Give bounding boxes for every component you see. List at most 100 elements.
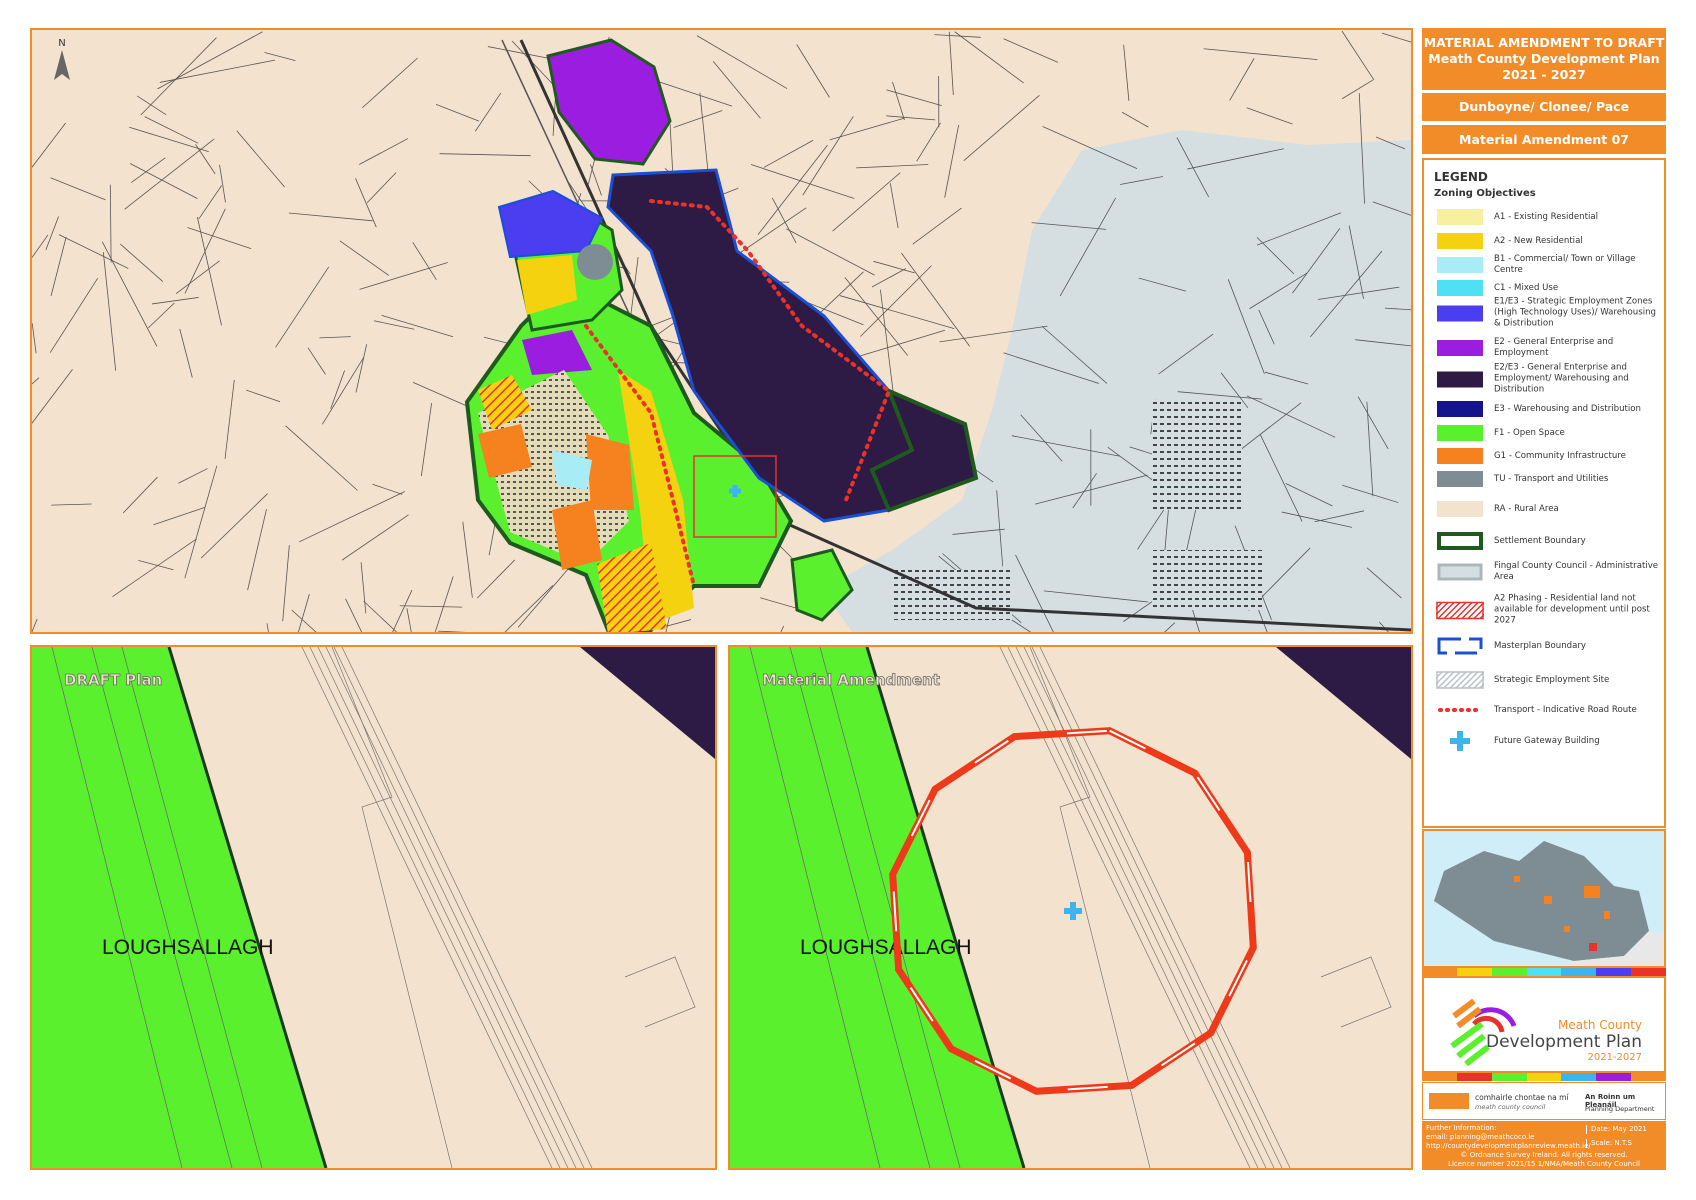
field-line xyxy=(50,237,67,296)
field-line xyxy=(1317,286,1400,300)
legend-item: Strategic Employment Site xyxy=(1436,670,1660,690)
field-line xyxy=(1246,107,1293,125)
legend-item: Masterplan Boundary xyxy=(1436,636,1660,656)
field-line xyxy=(420,402,433,477)
field-line xyxy=(1158,333,1214,375)
swatch-hatch xyxy=(1436,672,1448,688)
legend-swatch xyxy=(1437,209,1483,225)
field-line xyxy=(1227,279,1265,374)
field-line xyxy=(109,184,112,263)
field-line xyxy=(1355,339,1411,347)
legend-item: Future Gateway Building xyxy=(1436,731,1660,751)
field-line xyxy=(136,95,167,116)
swatch xyxy=(1437,501,1483,517)
field-line xyxy=(832,172,901,232)
open-space xyxy=(730,647,1024,1168)
field-line xyxy=(236,130,285,188)
field-line xyxy=(886,89,942,106)
field-line xyxy=(381,315,454,338)
parcel-line xyxy=(1029,647,1151,1168)
field-line xyxy=(131,157,166,183)
rail-line xyxy=(325,647,577,1168)
field-line xyxy=(1187,148,1284,170)
swatch xyxy=(1437,371,1483,387)
fingal-area xyxy=(822,130,1411,632)
field-line xyxy=(856,164,929,169)
field-line xyxy=(148,302,175,329)
field-line xyxy=(944,125,960,198)
info-line: http://countydevelopmentplanreview.meath… xyxy=(1426,1142,1591,1150)
field-line xyxy=(298,594,310,632)
field-line xyxy=(948,31,954,95)
legend-label: E2/E3 - General Enterprise and Employmen… xyxy=(1494,362,1629,395)
field-line xyxy=(363,600,398,632)
field-line xyxy=(32,323,37,354)
field-line xyxy=(1120,176,1164,185)
zone-g1 xyxy=(552,500,602,570)
field-line xyxy=(366,172,397,204)
field-line xyxy=(355,344,368,393)
field-line xyxy=(1256,237,1295,275)
field-line xyxy=(1246,395,1336,438)
field-line xyxy=(504,585,554,632)
field-line xyxy=(140,37,217,116)
legend-title: LEGEND xyxy=(1434,170,1488,184)
field-line xyxy=(934,34,981,38)
field-line xyxy=(1041,325,1108,384)
copyright: Licence number 2021/15 1/NMA/Meath Count… xyxy=(1448,1160,1640,1168)
legend-item: A1 - Existing Residential xyxy=(1436,207,1660,227)
parcel-line xyxy=(819,647,961,1168)
swatch xyxy=(1437,448,1483,464)
field-line xyxy=(1342,484,1399,503)
swatch xyxy=(1437,425,1483,441)
field-line xyxy=(892,81,905,121)
field-line xyxy=(1358,93,1365,204)
field-line xyxy=(187,227,252,250)
field-line xyxy=(712,61,761,119)
legend-item: A2 - New Residential xyxy=(1436,231,1660,251)
field-line xyxy=(952,528,1005,535)
field-line xyxy=(1254,600,1268,632)
legend-swatch xyxy=(1450,731,1470,751)
field-line xyxy=(1341,79,1374,100)
field-line xyxy=(434,576,454,632)
field-line xyxy=(32,122,66,168)
field-line xyxy=(916,122,941,162)
field-line xyxy=(462,521,473,598)
field-line xyxy=(1003,38,1059,63)
legend-item: F1 - Open Space xyxy=(1436,423,1660,443)
field-line xyxy=(153,507,205,526)
field-line xyxy=(1220,372,1249,409)
info-line: email: planning@meathcoco.ie xyxy=(1426,1133,1535,1141)
legend-swatch xyxy=(1436,601,1484,619)
field-line xyxy=(282,545,290,622)
legend-label: A1 - Existing Residential xyxy=(1494,211,1599,222)
field-line xyxy=(474,92,502,132)
swatch-hatch xyxy=(1468,672,1484,688)
field-line xyxy=(159,59,276,83)
field-line xyxy=(49,277,99,353)
field-line xyxy=(750,164,855,199)
field-line xyxy=(285,425,358,491)
field-line xyxy=(266,623,269,632)
parcel-line xyxy=(91,647,233,1168)
field-line xyxy=(373,320,415,330)
field-line xyxy=(1190,604,1200,632)
legend-label: TU - Transport and Utilities xyxy=(1494,473,1609,484)
swatch-hatch xyxy=(1462,672,1478,688)
main-map-frame: N xyxy=(30,28,1413,634)
field-line xyxy=(1366,401,1374,497)
draft-panel: DRAFT Plan LOUGHSALLAGH xyxy=(32,647,715,1168)
field-line xyxy=(275,266,330,348)
legend-label: B1 - Commercial/ Town or Village Centre xyxy=(1494,254,1636,275)
parcel-line xyxy=(331,647,453,1168)
field-line xyxy=(844,277,908,356)
legend-swatch xyxy=(1437,305,1483,321)
logo-mark xyxy=(1450,998,1517,1066)
legend-label: E1/E3 - Strategic Employment Zones (High… xyxy=(1494,296,1656,329)
field-line xyxy=(1020,414,1063,462)
legend-swatch xyxy=(1437,233,1483,249)
field-line xyxy=(120,243,164,282)
swatch xyxy=(1437,340,1483,356)
zone-g1 xyxy=(478,424,532,478)
